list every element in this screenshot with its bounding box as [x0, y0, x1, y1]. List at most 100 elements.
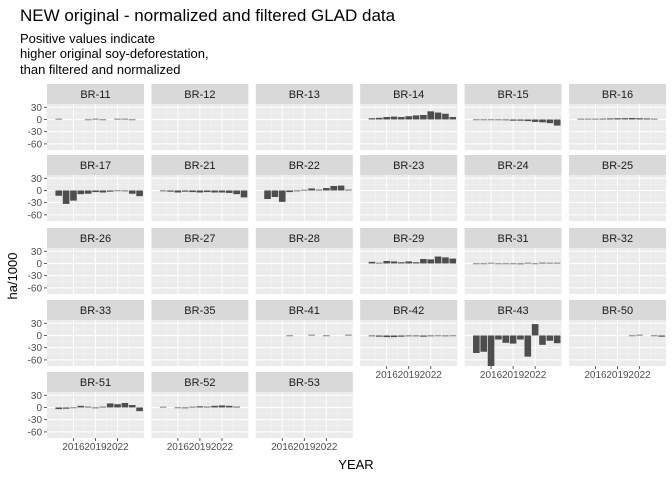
facet-strip-label: BR-43 [498, 305, 529, 317]
x-tick-label: 2016 [271, 442, 294, 453]
bar-br-42-2023 [434, 335, 442, 337]
bar-br-11-2019 [92, 118, 99, 120]
x-tick-label: 2022 [420, 370, 443, 381]
bar-br-43-2019 [509, 335, 517, 344]
chart-subtitle-line-2: higher original soy-deforestation, [20, 46, 209, 61]
facet-strip-label: BR-52 [184, 377, 215, 389]
bar-br-43-2018 [502, 335, 510, 343]
facet-strip-label: BR-24 [498, 160, 529, 172]
bar-br-16-2017 [599, 118, 607, 120]
bar-br-31-2019 [509, 263, 517, 265]
bar-br-31-2015 [480, 263, 488, 265]
bar-br-42-2022 [427, 335, 435, 337]
bar-br-16-2014 [577, 118, 585, 120]
facet-panel-br-53: BR-53 2016 2019 2022 [255, 372, 353, 453]
bar-br-11-2022 [114, 118, 121, 120]
facet-panel-br-43: BR-43 2016 2019 2022 [464, 300, 562, 381]
y-tick-label: -60 [28, 355, 43, 366]
bar-br-31-2016 [487, 262, 495, 264]
bar-br-52-2018 [189, 406, 196, 408]
facet-panel-br-23: BR-23 [360, 155, 458, 221]
facet-strip [151, 155, 249, 175]
bar-br-52-2017 [181, 407, 189, 409]
facet-strip [569, 84, 666, 104]
bar-br-17-2023 [121, 190, 129, 192]
bar-br-51-2023 [121, 402, 129, 408]
y-tick-label: 30 [31, 391, 43, 402]
bar-br-41-2020 [308, 334, 315, 336]
bar-br-11-2023 [121, 118, 129, 120]
bar-br-16-2015 [584, 118, 592, 120]
facet-panel-br-29: BR-29 [360, 228, 458, 294]
bar-br-15-2015 [480, 119, 488, 121]
bar-br-21-2022 [218, 190, 226, 193]
bar-br-41-2017 [286, 335, 293, 337]
facet-strip-label: BR-42 [393, 305, 424, 317]
facet-panel-br-22: BR-22 [255, 155, 353, 221]
bar-br-29-2021 [420, 258, 427, 264]
y-tick-label: -30 [28, 198, 43, 209]
bar-br-11-2020 [99, 119, 107, 121]
bar-br-22-2015 [271, 190, 279, 197]
bar-br-50-2021 [628, 335, 636, 337]
bar-br-21-2018 [189, 190, 196, 193]
y-tick-label: -60 [28, 210, 43, 221]
bar-br-29-2025 [449, 258, 457, 264]
facet-panel-br-26: BR-26 300-30-60 [28, 228, 144, 294]
y-tick-label: 0 [36, 403, 42, 414]
facet-strip [464, 155, 562, 175]
facet-strip [569, 155, 666, 175]
bar-br-29-2024 [442, 257, 449, 264]
bar-br-22-2023 [330, 185, 338, 191]
facet-panel-br-50: BR-50 2016 2019 2022 [569, 300, 666, 381]
bar-br-11-2018 [84, 119, 92, 121]
bar-br-52-2019 [196, 406, 204, 408]
bar-br-15-2017 [495, 119, 502, 121]
bar-br-15-2022 [531, 119, 539, 122]
facet-panel-br-32: BR-32 [569, 228, 666, 294]
facet-panel-br-21: BR-21 [151, 155, 249, 221]
bar-br-43-2017 [495, 335, 502, 340]
bar-br-14-2018 [398, 117, 405, 120]
facet-strip-label: BR-29 [393, 233, 424, 245]
bar-br-50-2024 [650, 335, 658, 337]
bar-br-14-2023 [434, 112, 442, 120]
facet-strip [47, 228, 144, 248]
bar-br-51-2014 [55, 407, 63, 410]
facet-strip-label: BR-27 [184, 233, 215, 245]
bar-br-29-2022 [427, 259, 435, 264]
bar-br-16-2024 [650, 118, 658, 120]
facet-panel-br-33: BR-33 300-30-60 [28, 300, 144, 366]
x-tick-label: 2019 [293, 442, 316, 453]
facet-panel-br-11: BR-11 300-30-60 [28, 84, 144, 150]
bar-br-16-2022 [636, 118, 643, 120]
bar-br-22-2018 [293, 190, 301, 192]
bar-br-51-2015 [62, 407, 70, 409]
bar-br-31-2020 [517, 263, 524, 265]
bar-br-15-2024 [546, 119, 554, 124]
bar-br-51-2024 [128, 405, 136, 408]
bar-br-21-2017 [181, 190, 189, 192]
bar-br-50-2022 [636, 334, 643, 336]
bar-br-29-2019 [405, 261, 413, 264]
y-tick-label: 0 [36, 115, 42, 126]
bar-br-43-2020 [517, 335, 524, 340]
y-tick-label: 0 [36, 331, 42, 342]
bar-br-43-2023 [539, 335, 546, 345]
facet-strip-label: BR-33 [80, 305, 111, 317]
facet-strip-label: BR-21 [184, 160, 215, 172]
y-tick-label: 0 [36, 259, 42, 270]
bar-br-43-2016 [487, 335, 495, 366]
facet-strip [47, 372, 144, 392]
bar-br-52-2023 [225, 405, 233, 408]
bar-br-43-2022 [531, 324, 539, 336]
facet-strip-label: BR-31 [498, 233, 529, 245]
chart-subtitle-line-1: Positive values indicate [20, 31, 155, 46]
bar-br-14-2016 [383, 117, 390, 120]
x-tick-label: 2016 [62, 442, 85, 453]
bar-br-14-2020 [412, 115, 420, 120]
bar-br-29-2017 [390, 261, 398, 264]
facet-panel-br-31: BR-31 [464, 228, 562, 294]
facet-panel-br-51: BR-51 300-30-60 2016 2019 2022 [28, 372, 144, 453]
bar-br-31-2014 [473, 263, 480, 265]
